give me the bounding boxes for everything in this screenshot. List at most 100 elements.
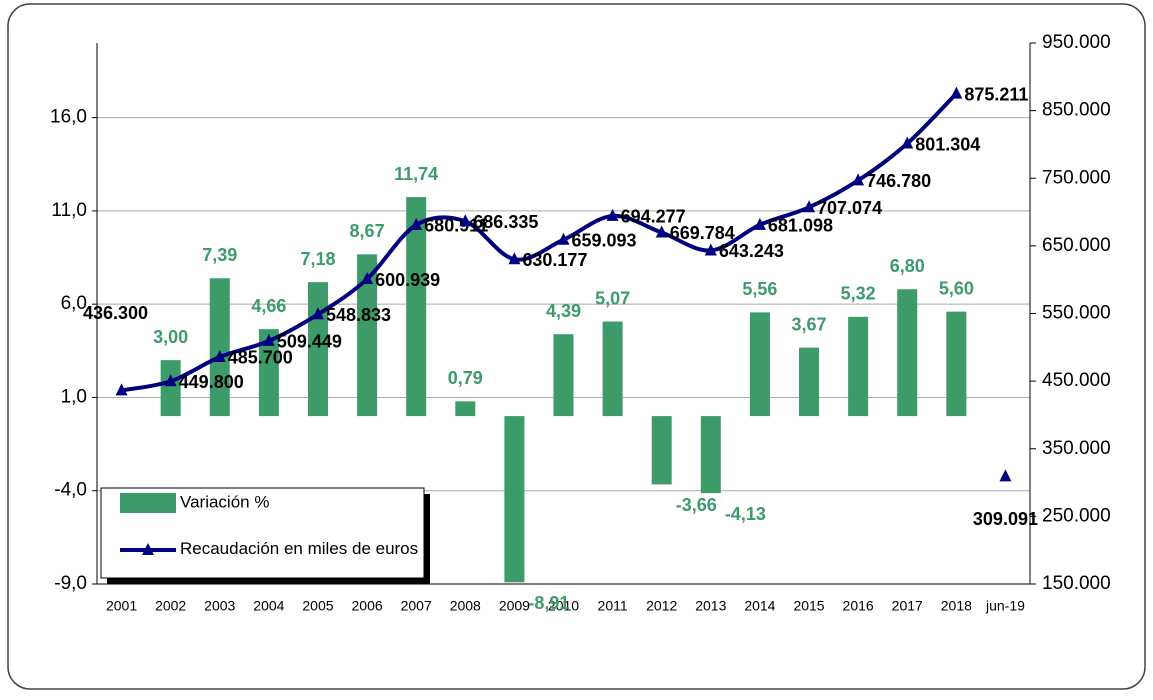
bar-value-label: 5,07 (595, 288, 630, 308)
x-tick-label: 2006 (352, 598, 383, 614)
y2-tick-label: 150.000 (1042, 573, 1111, 594)
y-tick-label: 6,0 (61, 293, 87, 314)
line-marker (262, 333, 275, 346)
line-value-label: 707.074 (817, 198, 882, 218)
y2-tick-label: 650.000 (1042, 235, 1111, 256)
line-marker (164, 374, 177, 387)
y-tick-label: 16,0 (50, 107, 87, 128)
bar (455, 401, 476, 417)
bar-value-label: 4,39 (546, 301, 581, 321)
line-value-label: 669.784 (670, 223, 735, 243)
x-tick-label: 2010 (548, 598, 579, 614)
line-marker (803, 200, 816, 213)
bar (897, 289, 918, 417)
y-tick-label: -9,0 (54, 573, 87, 594)
bar (406, 197, 427, 417)
line-value-label: 485.700 (228, 348, 293, 368)
x-tick-label: 2005 (302, 598, 333, 614)
bar (651, 416, 672, 485)
bar (504, 416, 525, 583)
bar-value-label: 5,60 (939, 278, 974, 298)
line-marker (311, 307, 324, 320)
y-tick-label: 1,0 (61, 386, 87, 407)
x-tick-label: 2011 (598, 598, 628, 614)
bar-value-label: 0,79 (448, 368, 483, 388)
line-marker (213, 349, 226, 362)
legend-swatch (142, 543, 154, 555)
line-marker (410, 217, 423, 230)
bar (357, 254, 378, 417)
legend-swatch (120, 493, 176, 513)
bar (602, 321, 623, 417)
line-value-label: 309.091 (973, 509, 1038, 529)
x-tick-label: 2007 (401, 598, 432, 614)
y2-tick-label: 450.000 (1042, 370, 1111, 391)
line-value-label: 801.304 (915, 134, 980, 154)
bar-value-label: 7,39 (202, 245, 237, 265)
x-tick-label: 2008 (450, 598, 481, 614)
line-marker (115, 383, 128, 396)
bar-value-label: 8,67 (350, 221, 385, 241)
x-tick-label: 2002 (155, 598, 186, 614)
x-tick-label: 2013 (695, 598, 726, 614)
bar-value-label: -3,66 (676, 495, 717, 515)
line-value-label: 694.277 (621, 207, 686, 227)
bar (160, 360, 181, 417)
line-marker (459, 214, 472, 227)
line-marker (753, 217, 766, 230)
x-tick-label: 2016 (843, 598, 874, 614)
x-tick-label: 2017 (892, 598, 923, 614)
line-value-label: 686.335 (473, 212, 538, 232)
x-tick-label: 2001 (106, 598, 137, 614)
y-tick-label: -4,0 (54, 480, 87, 501)
line-marker (361, 272, 374, 285)
line-marker (901, 136, 914, 149)
line-value-label: 681.098 (768, 216, 833, 236)
y2-tick-label: 950.000 (1042, 32, 1111, 53)
line-marker (655, 225, 668, 238)
line-marker (606, 208, 619, 221)
line-value-label: 436.300 (83, 303, 148, 323)
bar (209, 278, 230, 417)
x-tick-label: 2015 (793, 598, 824, 614)
line-value-label: 449.800 (179, 372, 244, 392)
x-tick-label: 2003 (204, 598, 235, 614)
line-value-label: 630.177 (522, 250, 587, 270)
bar-value-label: 5,32 (841, 284, 876, 304)
bar (700, 416, 721, 494)
bar-value-label: 11,74 (394, 164, 438, 184)
y2-tick-label: 750.000 (1042, 167, 1111, 188)
bar (799, 347, 820, 417)
legend-label-box: Recaudación en miles de euros (180, 539, 419, 558)
y-tick-label: 11,0 (51, 200, 87, 221)
y2-tick-label: 550.000 (1042, 303, 1111, 324)
line-value-label: 746.780 (866, 171, 931, 191)
x-tick-label: jun-19 (985, 598, 1025, 614)
line-value-label: 680.911 (424, 216, 488, 236)
bar-value-label: 4,66 (251, 296, 286, 316)
line-value-label: 509.449 (277, 332, 342, 352)
x-tick-label: 2004 (253, 598, 284, 614)
line-marker (704, 243, 717, 256)
line-marker (508, 252, 521, 265)
line-marker (999, 469, 1012, 482)
bar-value-label: 3,00 (153, 327, 188, 347)
line-value-label: 643.243 (719, 241, 784, 261)
line-value-label: 875.211 (964, 84, 1028, 104)
y2-tick-label: 850.000 (1042, 100, 1111, 121)
line-marker (950, 86, 963, 99)
bar (749, 312, 770, 417)
line-value-label: 659.093 (572, 230, 637, 250)
bar-value-label: 6,80 (890, 256, 925, 276)
bar-value-label: -4,13 (725, 504, 766, 524)
legend-label: Recaudación en miles de euros (180, 539, 419, 558)
bar-value-label: 5,56 (742, 279, 777, 299)
bar (553, 334, 574, 417)
x-tick-label: 2014 (744, 598, 775, 614)
bar-value-label: 7,18 (300, 249, 335, 269)
x-tick-label: 2009 (499, 598, 530, 614)
line-marker (852, 173, 865, 186)
bar-value-label: -8,91 (528, 593, 569, 613)
line-marker (557, 232, 570, 245)
